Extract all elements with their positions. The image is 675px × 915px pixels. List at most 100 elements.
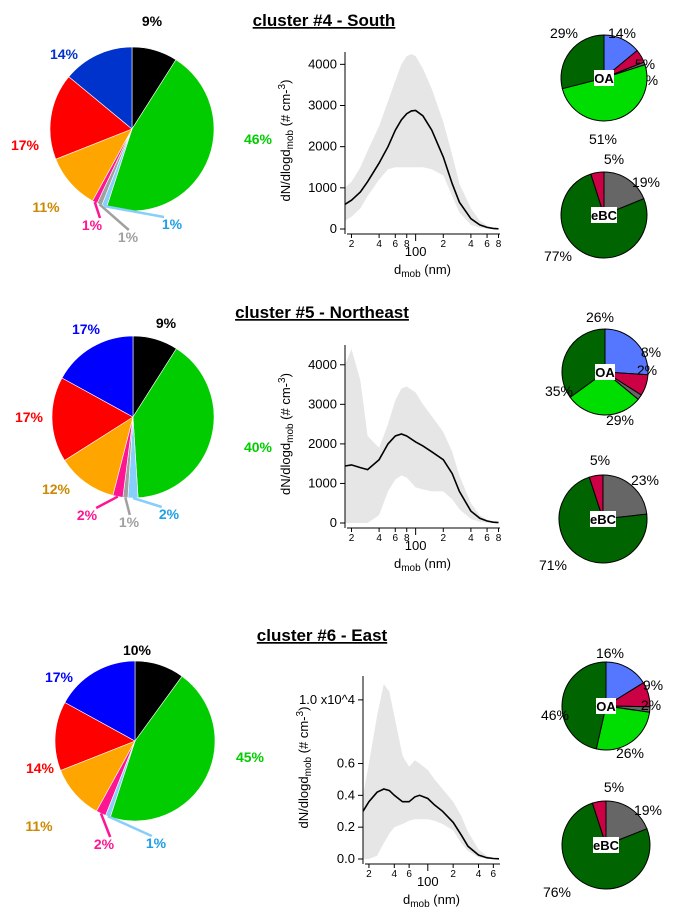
center-label: OA <box>595 365 615 380</box>
y-tick-label: 0 <box>330 221 337 236</box>
slice-label: 2% <box>637 362 657 378</box>
y-tick-label: 0.6 <box>337 756 355 771</box>
slice-label: 29% <box>606 412 634 428</box>
x-minor-tick-label: 4 <box>376 533 382 544</box>
center-label-box <box>593 837 619 853</box>
y-tick-label: 2000 <box>308 139 337 154</box>
cluster-6-oa-pie: 16% 9% 2% 26% 46% OA <box>541 645 663 761</box>
x-minor-tick-label: 2 <box>366 869 372 880</box>
slice-label: 11% <box>32 199 60 215</box>
slice-label: 26% <box>586 309 614 325</box>
x-minor-tick-label: 8 <box>404 533 410 544</box>
y-tick-label: 1000 <box>308 475 337 490</box>
cluster-4-composition-pie: 9% 46% 1% 1% 1% 11% 17% 14% <box>11 13 273 245</box>
y-tick-label: 4000 <box>308 56 337 71</box>
slice-label: 19% <box>634 802 662 818</box>
median-line <box>344 433 499 524</box>
x-minor-tick-label: 8 <box>404 239 410 250</box>
slice-label: 9% <box>142 13 163 29</box>
center-label: OA <box>594 71 614 86</box>
slice-label: 29% <box>550 25 578 41</box>
pie-slice <box>569 371 639 416</box>
y-tick-label: 3000 <box>308 98 337 113</box>
cluster-6-composition-pie: 10% 45% 1% 2% 11% 14% 17% <box>25 642 264 852</box>
leader-line <box>104 204 165 219</box>
y-axis-label: dN/dlogdmob (# cm-3) <box>295 707 314 829</box>
slice-label: 51% <box>589 131 617 147</box>
variability-band <box>363 684 499 859</box>
pie-slice <box>54 702 136 771</box>
slice-label: 11% <box>25 818 53 834</box>
x-minor-tick-label: 4 <box>468 533 474 544</box>
pie-slice <box>68 46 133 130</box>
slice-label: 2% <box>641 697 661 713</box>
pie-slice <box>561 661 607 750</box>
variability-band <box>345 349 499 523</box>
pie-slice <box>604 328 649 376</box>
center-label: eBC <box>591 208 618 223</box>
x-tick-label: 100 <box>405 244 427 259</box>
x-minor-tick-label: 8 <box>496 533 502 544</box>
x-tick-label: 100 <box>417 874 439 889</box>
leader-line <box>95 495 119 510</box>
slice-label: 76% <box>543 884 571 900</box>
slice-label: 46% <box>244 131 273 147</box>
slice-label: 5% <box>604 151 624 167</box>
variability-band <box>345 54 499 229</box>
slice-label: 2% <box>94 836 115 852</box>
y-tick-label: 1000 <box>308 180 337 195</box>
cluster-5-oa-pie: 26% 8% 2% 29% 35% OA <box>545 309 661 428</box>
slice-label: 1% <box>82 217 103 233</box>
y-tick-label: 0.0 <box>337 851 355 866</box>
leader-line <box>124 497 132 516</box>
slice-label: 14% <box>608 25 636 41</box>
pie-slice <box>591 800 607 846</box>
cluster-5-ebc-pie: 23% 71% 5% eBC <box>539 452 659 573</box>
center-label-box <box>595 364 615 380</box>
x-minor-tick-label: 6 <box>392 533 398 544</box>
pie-slice <box>64 416 134 496</box>
pie-slice <box>561 64 648 122</box>
slice-label: 17% <box>45 669 74 685</box>
slice-label: 14% <box>26 760 55 776</box>
cluster-5-title: cluster #5 - Northeast <box>235 303 409 322</box>
y-tick-label: 1.0 x10^4 <box>299 692 355 707</box>
pie-slice <box>605 800 648 846</box>
slice-label: 77% <box>544 248 572 264</box>
center-label-box <box>596 698 616 714</box>
slice-label: 46% <box>541 707 569 723</box>
x-minor-tick-label: 2 <box>440 239 446 250</box>
x-minor-tick-label: 6 <box>392 239 398 250</box>
x-minor-tick-label: 6 <box>484 239 490 250</box>
slice-label: 5% <box>590 452 610 468</box>
pie-slice <box>590 171 605 216</box>
slice-label: 1% <box>146 835 167 851</box>
center-label-box <box>591 207 617 223</box>
cluster-4-oa-pie: 14%5%1%51%29%OA <box>550 25 658 147</box>
cluster-6-title: cluster #6 - East <box>257 626 388 645</box>
slice-label: 2% <box>159 506 180 522</box>
center-label: OA <box>596 699 616 714</box>
slice-label: 10% <box>123 642 152 658</box>
x-minor-tick-label: 2 <box>450 869 456 880</box>
pie-slice <box>561 328 606 398</box>
x-minor-tick-label: 4 <box>376 239 382 250</box>
slice-label: 1% <box>118 229 139 245</box>
x-minor-tick-label: 4 <box>468 239 474 250</box>
slice-label: 23% <box>631 472 659 488</box>
cluster-6-ebc-pie: 19% 76% 5% eBC <box>543 779 662 900</box>
slice-label: 19% <box>632 174 660 190</box>
x-minor-tick-label: 4 <box>392 869 398 880</box>
x-minor-tick-label: 4 <box>476 869 482 880</box>
leader-line <box>98 203 130 231</box>
slice-label: 1% <box>119 514 140 530</box>
slice-label: 5% <box>604 779 624 795</box>
leader-line <box>99 812 112 838</box>
pie-slice <box>51 377 134 461</box>
pie-slice <box>132 348 215 499</box>
y-axis-label: dN/dlogdmob (# cm-3) <box>277 373 296 495</box>
x-minor-tick-label: 2 <box>440 533 446 544</box>
